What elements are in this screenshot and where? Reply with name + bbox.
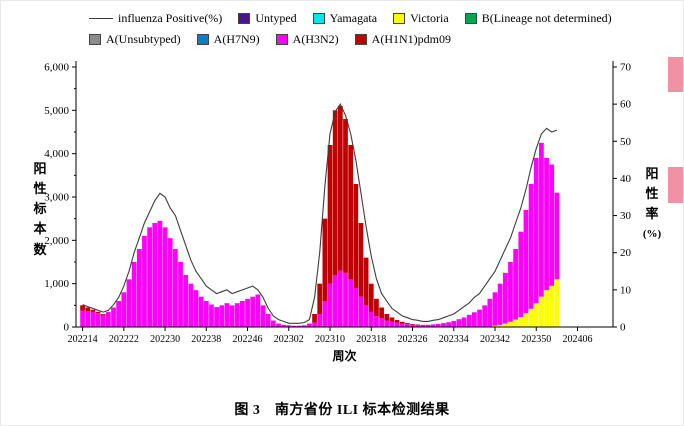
- svg-text:202334: 202334: [439, 334, 469, 345]
- legend-item-untyped: Untyped: [238, 11, 297, 26]
- legend-row-2: A(Unsubtyped) A(H7N9) A(H3N2) A(H1N1)pdm09: [89, 32, 612, 47]
- y-axis-right-title: 阳性率 (%): [638, 164, 666, 243]
- svg-text:202230: 202230: [150, 334, 180, 345]
- legend-label: A(H1N1)pdm09: [371, 32, 451, 46]
- legend-label: Victoria: [410, 11, 449, 25]
- color-swatch-icon: [89, 34, 101, 45]
- color-swatch-icon: [275, 34, 288, 45]
- svg-text:202302: 202302: [274, 334, 304, 345]
- legend-item-b-lineage-not-determined: B(Lineage not determined): [464, 11, 612, 26]
- legend-item-a-h3n2: A(H3N2): [275, 32, 339, 47]
- y-axis-right-unit: (%): [642, 228, 662, 241]
- legend-item-a-h1n1-pdm09: A(H1N1)pdm09: [354, 32, 451, 47]
- svg-text:40: 40: [620, 173, 632, 185]
- svg-text:50: 50: [620, 136, 632, 148]
- svg-text:20: 20: [620, 247, 632, 259]
- legend-label: Untyped: [255, 11, 297, 25]
- svg-text:202214: 202214: [68, 334, 98, 345]
- legend-label: influenza Positive(%): [118, 11, 223, 25]
- highlight-mark: [668, 167, 683, 203]
- legend-item-a-unsubtyped: A(Unsubtyped): [89, 32, 181, 47]
- legend-label: A(H7N9): [213, 32, 260, 46]
- legend-item-victoria: Victoria: [393, 11, 449, 26]
- svg-text:3,000: 3,000: [44, 192, 69, 204]
- legend-row-1: influenza Positive(%) Untyped Yamagata Vict…: [89, 11, 612, 26]
- svg-text:60: 60: [620, 99, 632, 111]
- color-swatch-icon: [312, 13, 325, 24]
- svg-text:202246: 202246: [233, 334, 263, 345]
- legend-item-yamagata: Yamagata: [312, 11, 378, 26]
- svg-text:30: 30: [620, 210, 632, 222]
- svg-text:2,000: 2,000: [44, 235, 69, 247]
- legend-item-a-h7n9: A(H7N9): [196, 32, 260, 47]
- svg-text:周次: 周次: [332, 348, 356, 363]
- legend-item-influenza-positive: influenza Positive(%): [89, 11, 222, 26]
- svg-text:202406: 202406: [562, 334, 592, 345]
- legend-label: A(H3N2): [292, 32, 339, 46]
- chart-svg: 0 1,000 2,000 3,000 4,000 5,000 6,000 0 10 20 30 40…: [44, 61, 632, 363]
- color-swatch-icon: [354, 34, 367, 45]
- svg-text:202350: 202350: [521, 334, 551, 345]
- svg-text:202326: 202326: [398, 334, 428, 345]
- y-axis-left-title: 阳性标本数: [33, 161, 47, 257]
- svg-text:70: 70: [620, 62, 632, 74]
- color-swatch-icon: [196, 34, 209, 45]
- svg-text:202342: 202342: [480, 334, 510, 345]
- y-axis-right-title-text: 阳性率: [645, 166, 659, 222]
- svg-text:10: 10: [620, 284, 632, 296]
- svg-text:1,000: 1,000: [44, 278, 69, 290]
- color-swatch-icon: [393, 13, 406, 24]
- figure-caption: 图 3 南方省份 ILI 标本检测结果: [234, 403, 450, 418]
- line-swatch-icon: [89, 18, 113, 19]
- svg-text:0: 0: [620, 322, 626, 334]
- legend-label: B(Lineage not determined): [481, 11, 612, 25]
- svg-text:0: 0: [64, 322, 70, 334]
- color-swatch-icon: [238, 13, 251, 24]
- color-swatch-icon: [464, 13, 477, 24]
- highlight-mark: [668, 57, 683, 92]
- svg-text:202310: 202310: [315, 334, 345, 345]
- svg-text:202238: 202238: [191, 334, 221, 345]
- legend-label: A(Unsubtyped): [106, 32, 181, 46]
- legend-label: Yamagata: [329, 11, 378, 25]
- svg-text:202222: 202222: [109, 334, 139, 345]
- svg-text:6,000: 6,000: [44, 62, 69, 74]
- svg-text:202318: 202318: [356, 334, 386, 345]
- chart-legend: influenza Positive(%) Untyped Yamagata Vict…: [89, 11, 612, 53]
- svg-text:4,000: 4,000: [44, 148, 69, 160]
- svg-text:5,000: 5,000: [44, 105, 69, 117]
